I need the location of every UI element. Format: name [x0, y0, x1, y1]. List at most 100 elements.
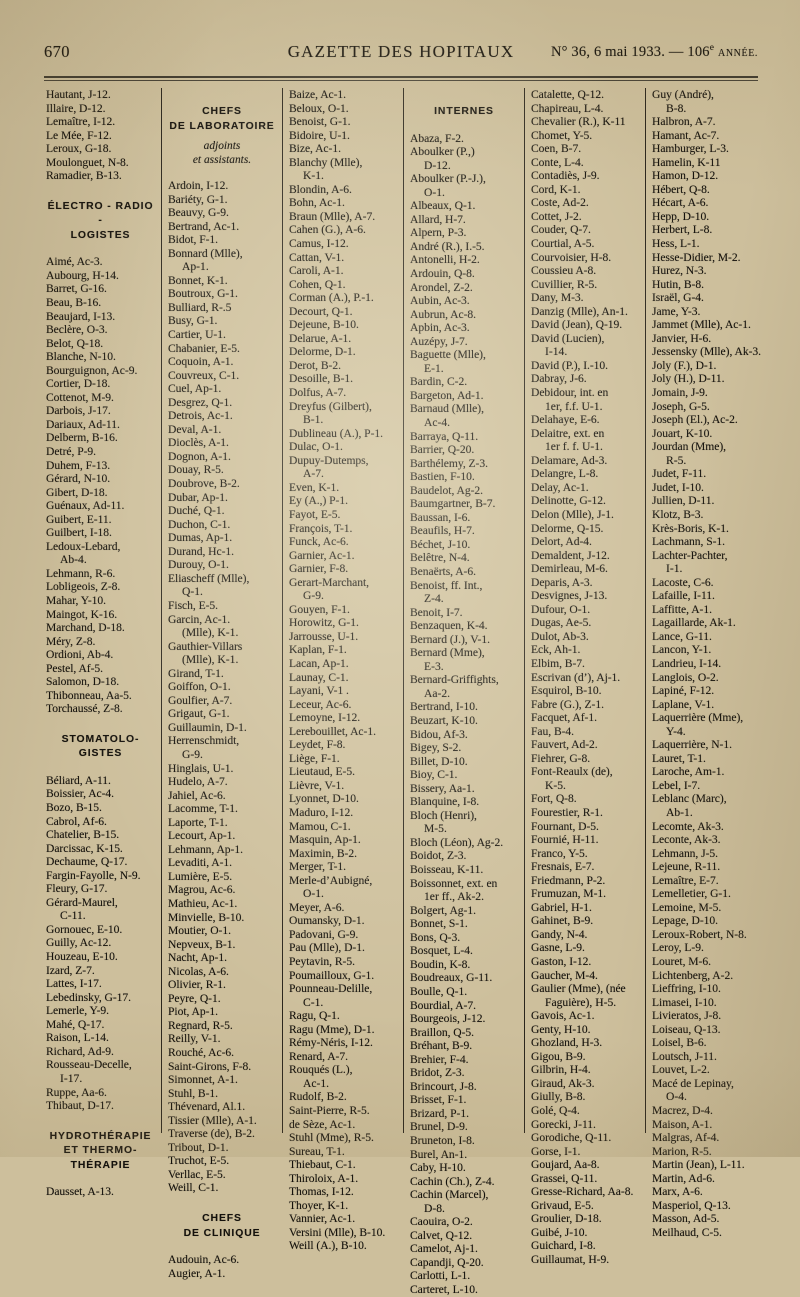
directory-entry: Braillon, Q-5. [410, 1025, 475, 1039]
section-heading: ÉLECTRO - RADIO - LOGISTES [46, 200, 155, 244]
directory-entry: Fournié, H-11. [531, 833, 599, 847]
directory-entry: Guichard, I-8. [531, 1239, 596, 1253]
directory-entry: Torchaussé, Z-8. [46, 702, 123, 716]
directory-entry: Gigou, B-9. [531, 1049, 586, 1063]
directory-entry-continuation: Y-4. [666, 724, 686, 738]
directory-entry: Meilhaud, C-5. [652, 1225, 722, 1239]
directory-entry: Lebedinsky, G-17. [46, 990, 132, 1004]
masthead-divider-rule [44, 76, 758, 81]
year-label: ANNÉE. [718, 47, 758, 59]
directory-entry: Truchot, E-5. [168, 1154, 230, 1168]
directory-entry: Gornouec, E-10. [46, 922, 123, 936]
directory-entry: Dechaume, Q-17. [46, 855, 128, 869]
directory-entry: Bons, Q-3. [410, 930, 461, 944]
directory-entry: Lejeune, R-11. [652, 860, 721, 874]
column-content: INTERNES Abaza, F-2. Aboulker (P.,) D-12. Ab… [410, 105, 518, 1297]
directory-entry: Laquerrière, N-1. [652, 738, 732, 752]
directory-entry: Lumière, E-5. [168, 869, 233, 883]
directory-entry: Oumansky, D-1. [289, 914, 365, 928]
directory-entry: Fabre (G.), Z-1. [531, 697, 604, 711]
directory-entry: Chatelier, B-15. [46, 828, 120, 842]
directory-entry: Cord, K-1. [531, 182, 581, 196]
directory-entry: Garnier, F-8. [289, 562, 349, 576]
directory-entry: Hamon, D-12. [652, 169, 719, 183]
column-4: INTERNES Abaza, F-2. Aboulker (P.,) D-12. Ab… [403, 88, 524, 1296]
directory-entry: Bertrand, Ac-1. [168, 219, 240, 233]
directory-entry: Leroy, L-9. [652, 941, 704, 955]
directory-entry: Minvielle, B-10. [168, 910, 245, 924]
directory-entry: Dognon, A-1. [168, 449, 231, 463]
directory-entry: Lerebouillet, Ac-1. [289, 724, 376, 738]
directory-entry: Gasne, L-9. [531, 941, 585, 955]
directory-entry: Lemaître, E-7. [652, 873, 719, 887]
directory-entry: Pounneau-Delille, [289, 982, 373, 996]
directory-entry: Gorodiche, Q-11. [531, 1131, 612, 1145]
directory-entry: Rémy-Néris, I-12. [289, 1036, 373, 1050]
directory-entry-continuation: (Mlle), K-1. [182, 653, 239, 667]
directory-entry: Belot, Q-18. [46, 336, 104, 350]
directory-entry: Delberm, B-16. [46, 431, 118, 445]
directory-entry: Bohn, Ac-1. [289, 196, 345, 210]
directory-entry: Poumailloux, G-1. [289, 968, 375, 982]
directory-entry: Brunel, D-9. [410, 1120, 468, 1134]
directory-entry: Lehmann, Ap-1. [168, 842, 243, 856]
directory-entry-continuation: O-1. [424, 185, 445, 199]
section-heading-line: DE CLINIQUE [183, 1227, 261, 1239]
directory-entry-continuation: 1er, f.f. U-1. [545, 399, 603, 413]
directory-entry-continuation: Q-1. [182, 585, 203, 599]
directory-entry: Lieffring, I-10. [652, 982, 721, 996]
section-subheading-line: adjoints [203, 140, 241, 152]
directory-entry: Lepage, D-10. [652, 914, 718, 928]
directory-entry: Dufour, O-1. [531, 602, 591, 616]
directory-entry: Weill, C-1. [168, 1181, 219, 1195]
directory-entry: Jomain, J-9. [652, 386, 708, 400]
directory-entry: Lieutaud, E-5. [289, 765, 355, 779]
directory-entry: Blondin, A-6. [289, 182, 352, 196]
directory-entry: Cattan, V-1. [289, 250, 345, 264]
directory-entry: Masson, Ad-5. [652, 1212, 720, 1226]
directory-entry: Beaujard, I-13. [46, 309, 116, 323]
directory-entry: Aubin, Ac-3. [410, 294, 470, 308]
directory-entry: Detrois, Ac-1. [168, 409, 233, 423]
directory-entry: Hébert, Q-8. [652, 182, 710, 196]
directory-entry: Delorme, D-1. [289, 345, 356, 359]
issue-line: N° 36, 6 mai 1933. — 106e ANNÉE. [551, 43, 758, 61]
directory-entry-continuation: O-4. [666, 1090, 687, 1104]
directory-entry: Grassei, Q-11. [531, 1171, 598, 1185]
directory-entry: Thévenard, Al.1. [168, 1100, 246, 1114]
directory-entry: Delahaye, E-6. [531, 413, 600, 427]
directory-entry: Bridot, Z-3. [410, 1066, 465, 1080]
directory-entry: Genty, H-10. [531, 1022, 591, 1036]
directory-entry: Corman (A.), P.-1. [289, 291, 374, 305]
directory-entry: David (Jean), Q-19. [531, 318, 623, 332]
directory-entry: Vannier, Ac-1. [289, 1212, 356, 1226]
directory-entry: Fleury, G-17. [46, 882, 108, 896]
directory-entry: Thibonneau, Aa-5. [46, 688, 132, 702]
directory-entry: Danzig (Mlle), An-1. [531, 304, 628, 318]
column-content: Catalette, Q-12. Chapireau, L-4. Chevalier… [531, 88, 639, 1267]
directory-entry: Stuhl, B-1. [168, 1086, 219, 1100]
directory-entry: Laporte, T-1. [168, 815, 228, 829]
directory-entry: Escrivan (d’), Aj-1. [531, 670, 621, 684]
directory-entry: Israël, G-4. [652, 291, 704, 305]
directory-entry: Bolgert, Ag-1. [410, 903, 476, 917]
directory-entry: Herbert, L-8. [652, 223, 713, 237]
section-subheading: adjoints et assistants. [168, 140, 276, 167]
directory-entry: Caouira, O-2. [410, 1215, 473, 1229]
directory-entry: Bardin, C-2. [410, 375, 468, 389]
directory-entry: Lichtenberg, A-2. [652, 968, 734, 982]
directory-entry-continuation: Aa-2. [424, 686, 451, 700]
directory-entry: Bernard (J.), V-1. [410, 632, 490, 646]
directory-entry: Delamare, Ad-3. [531, 453, 608, 467]
directory-entry: Versini (Mlle), B-10. [289, 1225, 386, 1239]
directory-entry: Auzépy, J-7. [410, 334, 468, 348]
directory-entry: Marchand, D-18. [46, 621, 125, 635]
directory-entry: Dolfus, A-7. [289, 386, 347, 400]
directory-entry: Goujard, Aa-8. [531, 1158, 600, 1172]
directory-entry: Verllac, E-5. [168, 1167, 226, 1181]
directory-entry: Gouyen, F-1. [289, 602, 350, 616]
directory-entry-continuation: (Mlle), K-1. [182, 626, 239, 640]
column-1: Hautant, J-12. Illaire, D-12. Lemaître, I-… [40, 88, 161, 1198]
section-heading-line: CHEFS [202, 1213, 242, 1225]
directory-entry: Lacoste, C-6. [652, 575, 714, 589]
